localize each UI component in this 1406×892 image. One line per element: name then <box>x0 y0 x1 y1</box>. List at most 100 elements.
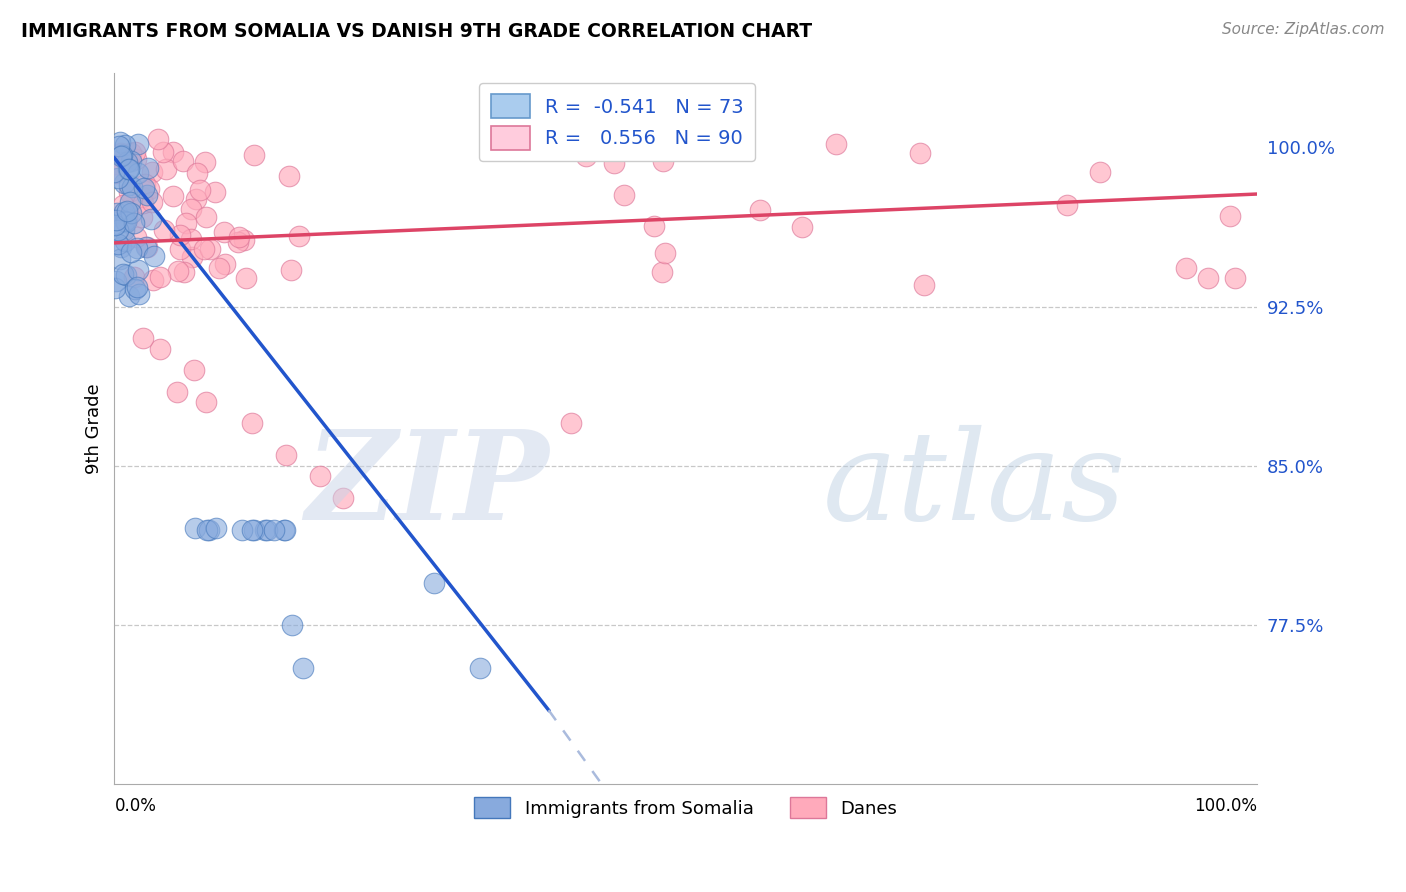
Point <box>280 618 302 632</box>
Point <box>122 216 145 230</box>
Point <box>613 187 636 202</box>
Point <box>107 223 129 237</box>
Point <box>274 448 297 462</box>
Point <box>118 162 141 177</box>
Point <box>127 262 149 277</box>
Point <box>115 268 138 282</box>
Point <box>155 161 177 176</box>
Point <box>104 280 127 294</box>
Point <box>148 132 170 146</box>
Point <box>120 206 142 220</box>
Point <box>186 166 208 180</box>
Point <box>131 210 153 224</box>
Legend: Immigrants from Somalia, Danes: Immigrants from Somalia, Danes <box>467 790 904 825</box>
Point <box>214 257 236 271</box>
Point <box>125 229 148 244</box>
Point <box>643 219 665 233</box>
Point <box>200 242 222 256</box>
Text: 100.0%: 100.0% <box>1194 797 1257 815</box>
Point <box>235 270 257 285</box>
Point <box>194 211 217 225</box>
Point <box>114 215 136 229</box>
Point <box>120 194 142 209</box>
Point <box>104 213 127 227</box>
Point <box>651 265 673 279</box>
Point <box>107 170 129 185</box>
Point <box>748 202 770 217</box>
Point <box>824 137 846 152</box>
Point <box>288 229 311 244</box>
Point <box>121 180 143 194</box>
Point <box>117 162 139 177</box>
Point <box>1174 260 1197 275</box>
Point <box>162 145 184 160</box>
Point <box>125 280 148 294</box>
Point <box>166 263 188 277</box>
Point <box>132 331 155 345</box>
Point <box>114 138 136 153</box>
Point <box>105 205 128 219</box>
Point <box>111 267 134 281</box>
Point <box>141 165 163 179</box>
Point <box>120 153 142 168</box>
Point <box>127 165 149 179</box>
Point <box>110 135 132 149</box>
Point <box>108 139 131 153</box>
Point <box>110 240 132 254</box>
Point <box>912 277 935 292</box>
Point <box>127 136 149 151</box>
Point <box>135 188 157 202</box>
Point <box>204 185 226 199</box>
Point <box>204 521 226 535</box>
Point <box>1197 271 1219 285</box>
Point <box>194 155 217 169</box>
Point <box>104 157 127 171</box>
Point <box>186 192 208 206</box>
Point <box>111 197 134 211</box>
Point <box>135 240 157 254</box>
Point <box>908 145 931 160</box>
Point <box>1056 198 1078 212</box>
Point <box>135 240 157 254</box>
Point <box>197 523 219 537</box>
Point <box>263 523 285 537</box>
Text: 0.0%: 0.0% <box>114 797 156 815</box>
Point <box>231 523 253 537</box>
Point <box>280 262 302 277</box>
Point <box>193 242 215 256</box>
Point <box>153 223 176 237</box>
Point <box>110 149 132 163</box>
Point <box>124 283 146 297</box>
Point <box>575 149 598 163</box>
Point <box>228 229 250 244</box>
Point <box>166 384 188 399</box>
Point <box>103 165 125 179</box>
Point <box>136 161 159 176</box>
Point <box>560 417 582 431</box>
Y-axis label: 9th Grade: 9th Grade <box>86 384 103 474</box>
Point <box>112 223 135 237</box>
Point <box>792 220 814 235</box>
Point <box>1219 209 1241 223</box>
Point <box>108 252 131 266</box>
Point <box>118 185 141 199</box>
Point <box>111 147 134 161</box>
Point <box>568 129 591 144</box>
Point <box>118 178 141 192</box>
Point <box>174 216 197 230</box>
Point <box>107 237 129 252</box>
Point <box>122 269 145 284</box>
Point <box>291 660 314 674</box>
Point <box>633 139 655 153</box>
Point <box>226 235 249 250</box>
Point <box>124 145 146 160</box>
Point <box>188 183 211 197</box>
Point <box>125 241 148 255</box>
Point <box>1223 271 1246 285</box>
Point <box>143 249 166 263</box>
Point <box>142 273 165 287</box>
Point <box>110 146 132 161</box>
Point <box>309 469 332 483</box>
Point <box>104 166 127 180</box>
Point <box>138 182 160 196</box>
